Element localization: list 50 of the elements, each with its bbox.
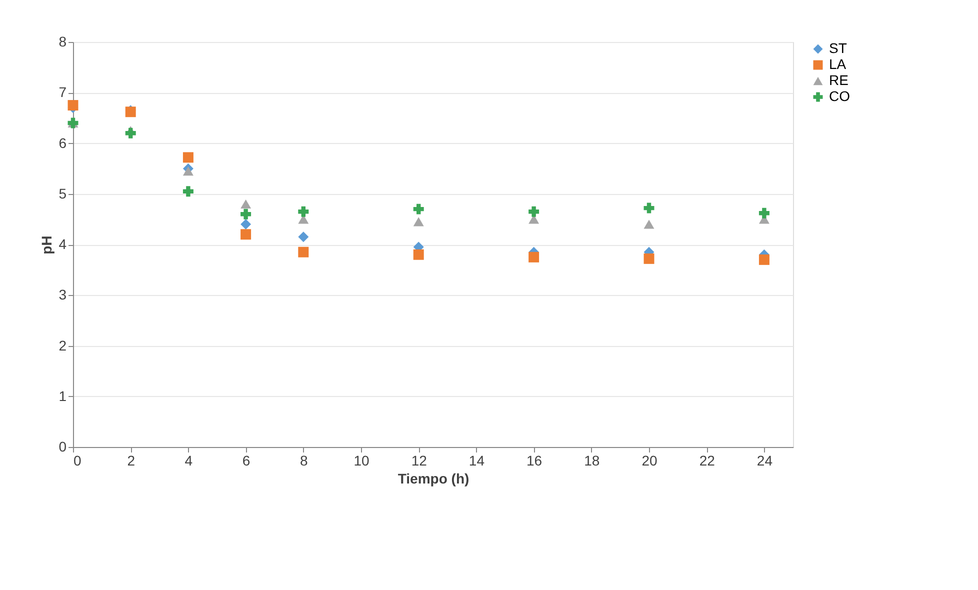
y-tick-label: 5	[58, 185, 67, 202]
y-axis-title: pH	[38, 236, 55, 254]
x-tick-label: 24	[756, 452, 773, 468]
x-tick-label: 18	[584, 452, 600, 468]
point	[182, 166, 194, 176]
point	[644, 202, 654, 214]
x-axis-title: Tiempo (h)	[398, 470, 470, 486]
point	[182, 186, 194, 197]
point	[758, 254, 770, 265]
point	[413, 217, 424, 226]
point	[182, 152, 194, 163]
y-tick-label: 6	[58, 134, 67, 151]
point	[240, 229, 252, 240]
y-tick-label: 8	[58, 34, 67, 50]
y-tick-label: 7	[58, 84, 67, 100]
y-tick-label: 0	[58, 438, 67, 454]
point	[528, 206, 540, 217]
point	[413, 204, 424, 214]
y-tick-label: 3	[58, 286, 67, 303]
x-tick-label: 8	[300, 452, 308, 468]
point	[298, 246, 309, 258]
x-tick-label: 16	[526, 452, 542, 468]
point	[240, 208, 252, 220]
y-tick-label: 1	[58, 388, 67, 404]
x-tick-label: 2	[127, 452, 136, 468]
point	[298, 232, 309, 242]
x-tick-label: 20	[642, 452, 658, 468]
point	[644, 253, 654, 264]
legend-label: CO	[829, 88, 850, 104]
point	[125, 128, 136, 138]
x-tick-label: 0	[74, 452, 82, 468]
y-tick-label: 4	[58, 236, 67, 252]
point	[298, 206, 309, 217]
point	[240, 199, 252, 209]
point	[68, 100, 78, 111]
point	[413, 249, 424, 260]
x-tick-label: 14	[468, 452, 485, 468]
point	[240, 219, 252, 230]
x-tick-label: 6	[242, 452, 250, 468]
x-tick-label: 4	[184, 452, 193, 468]
legend-label: LA	[829, 56, 847, 72]
x-tick-label: 22	[699, 452, 716, 468]
y-tick-label: 2	[58, 337, 67, 354]
legend-label: ST	[829, 40, 848, 56]
point	[758, 208, 770, 218]
point	[528, 252, 540, 262]
x-tick-label: 10	[354, 452, 370, 468]
x-tick-label: 12	[411, 452, 428, 468]
point	[644, 220, 654, 229]
legend-label: RE	[829, 72, 848, 88]
